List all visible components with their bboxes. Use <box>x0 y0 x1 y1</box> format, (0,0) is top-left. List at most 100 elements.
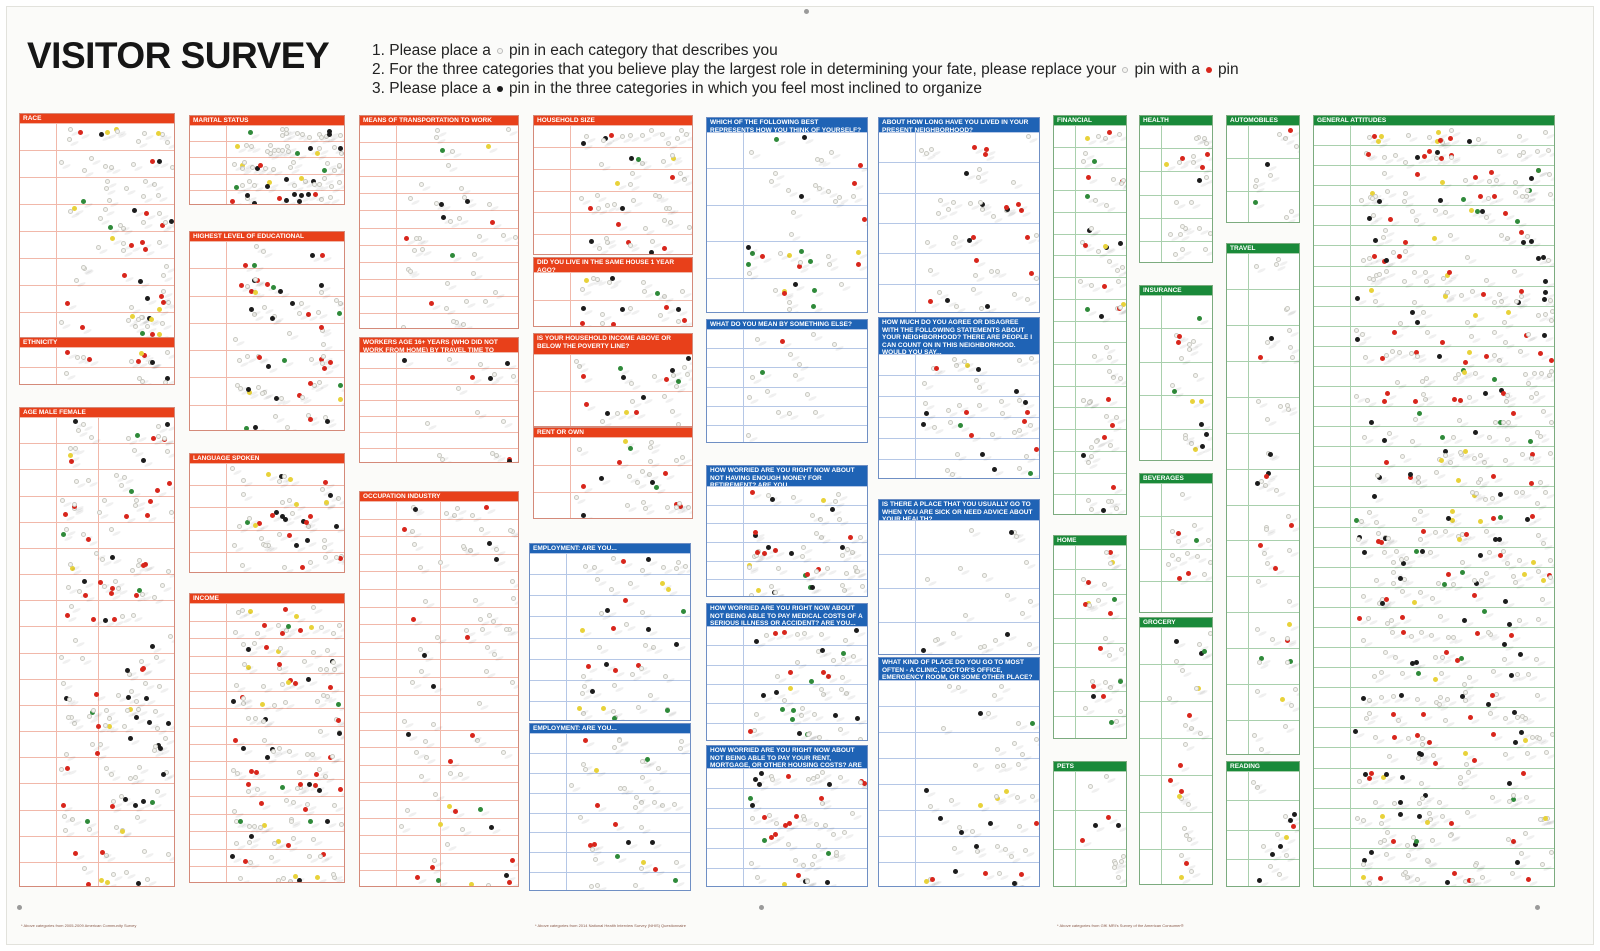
map-pin-icon <box>1443 294 1449 300</box>
map-pin-icon <box>927 268 933 274</box>
map-pin-icon <box>1496 537 1502 543</box>
map-pin-icon <box>296 770 302 776</box>
map-pin-icon <box>1366 775 1372 781</box>
map-pin-icon <box>786 299 792 305</box>
label-divider <box>1074 545 1076 738</box>
map-pin-icon <box>580 674 586 680</box>
map-pin-icon <box>583 277 589 283</box>
map-pin-icon <box>66 715 72 721</box>
map-pin-icon <box>660 802 666 808</box>
map-pin-icon <box>317 787 323 793</box>
map-pin-icon <box>94 691 100 697</box>
map-pin-icon <box>1121 853 1126 859</box>
panel-header: HEALTH <box>1140 116 1212 125</box>
map-pin-icon <box>792 372 798 378</box>
map-pin-icon <box>764 389 770 395</box>
map-pin-icon <box>1376 531 1382 537</box>
map-pin-icon <box>1473 312 1479 318</box>
map-pin-icon <box>142 130 148 136</box>
map-pin-icon <box>582 564 588 570</box>
map-pin-icon <box>1107 258 1113 264</box>
panel-grid <box>534 354 692 426</box>
map-pin-icon <box>1197 226 1203 232</box>
map-pin-icon <box>825 188 831 194</box>
map-pin-icon <box>1539 370 1545 376</box>
map-pin-icon <box>1538 816 1544 822</box>
response-row <box>534 146 692 169</box>
map-pin-icon <box>788 551 794 557</box>
map-pin-icon <box>1250 780 1256 786</box>
map-pin-icon <box>677 500 683 506</box>
map-pin-icon <box>605 607 611 613</box>
map-pin-icon <box>837 517 843 523</box>
response-row <box>20 731 174 757</box>
map-pin-icon <box>1107 354 1113 360</box>
map-pin-icon <box>1080 159 1086 165</box>
map-pin-icon <box>1254 480 1260 486</box>
map-pin-icon <box>921 648 927 654</box>
map-pin-icon <box>1106 129 1112 135</box>
map-pin-icon <box>1497 553 1503 559</box>
panel-grid <box>534 272 692 326</box>
map-pin-icon <box>1422 270 1428 276</box>
map-pin-icon <box>261 684 267 690</box>
instruction-number: 1. <box>372 42 385 59</box>
panel-home: HOME <box>1053 535 1127 739</box>
map-pin-icon <box>640 160 646 166</box>
map-pin-icon <box>509 579 515 585</box>
map-pin-icon <box>1432 235 1438 241</box>
map-pin-icon <box>1178 762 1184 768</box>
map-pin-icon <box>1407 474 1413 480</box>
map-pin-icon <box>1522 372 1528 378</box>
map-pin-icon <box>777 251 783 257</box>
map-pin-icon <box>1520 239 1526 245</box>
panel-header: FINANCIAL <box>1054 116 1126 125</box>
map-pin-icon <box>1466 878 1472 884</box>
map-pin-icon <box>1277 403 1283 409</box>
map-pin-icon <box>116 692 122 698</box>
map-pin-icon <box>473 598 479 604</box>
response-row <box>879 836 1039 862</box>
map-pin-icon <box>990 213 996 219</box>
map-pin-icon <box>679 455 685 461</box>
map-pin-icon <box>1540 597 1546 603</box>
map-pin-icon <box>277 661 283 667</box>
response-row <box>360 712 518 730</box>
response-row <box>1054 320 1126 343</box>
response-row <box>1054 472 1126 495</box>
map-pin-icon <box>833 198 839 204</box>
map-pin-icon <box>1170 529 1176 535</box>
map-pin-icon <box>84 819 90 825</box>
map-pin-icon <box>806 777 812 783</box>
map-pin-icon <box>1392 330 1398 336</box>
map-pin-icon <box>995 843 1001 849</box>
map-pin-icon <box>403 235 409 241</box>
map-pin-icon <box>669 152 675 158</box>
map-pin-icon <box>633 410 639 416</box>
map-pin-icon <box>310 837 316 843</box>
map-pin-icon <box>1103 414 1109 420</box>
map-pin-icon <box>1499 388 1505 394</box>
map-pin-icon <box>1505 309 1511 315</box>
map-pin-icon <box>400 324 406 328</box>
map-pin-icon <box>1378 820 1384 826</box>
response-row <box>879 438 1039 459</box>
map-pin-icon <box>102 163 108 169</box>
map-pin-icon <box>164 448 170 454</box>
map-pin-icon <box>338 145 344 151</box>
map-pin-icon <box>1099 313 1105 319</box>
response-row <box>360 518 518 537</box>
map-pin-icon <box>144 696 150 702</box>
panel-grid <box>1140 295 1212 460</box>
map-pin-icon <box>422 653 428 659</box>
map-pin-icon <box>1426 739 1432 745</box>
map-pin-icon <box>311 382 317 388</box>
map-pin-icon <box>622 597 628 603</box>
map-pin-icon <box>139 314 145 320</box>
map-pin-icon <box>1415 353 1421 359</box>
map-pin-icon <box>1364 398 1370 404</box>
map-pin-icon <box>588 206 594 212</box>
map-pin-icon <box>63 751 69 757</box>
label-divider <box>1247 771 1249 886</box>
map-pin-icon <box>1100 508 1106 514</box>
